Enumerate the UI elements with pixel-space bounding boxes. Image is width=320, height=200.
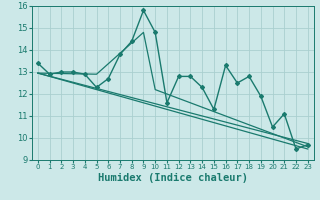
X-axis label: Humidex (Indice chaleur): Humidex (Indice chaleur): [98, 173, 248, 183]
